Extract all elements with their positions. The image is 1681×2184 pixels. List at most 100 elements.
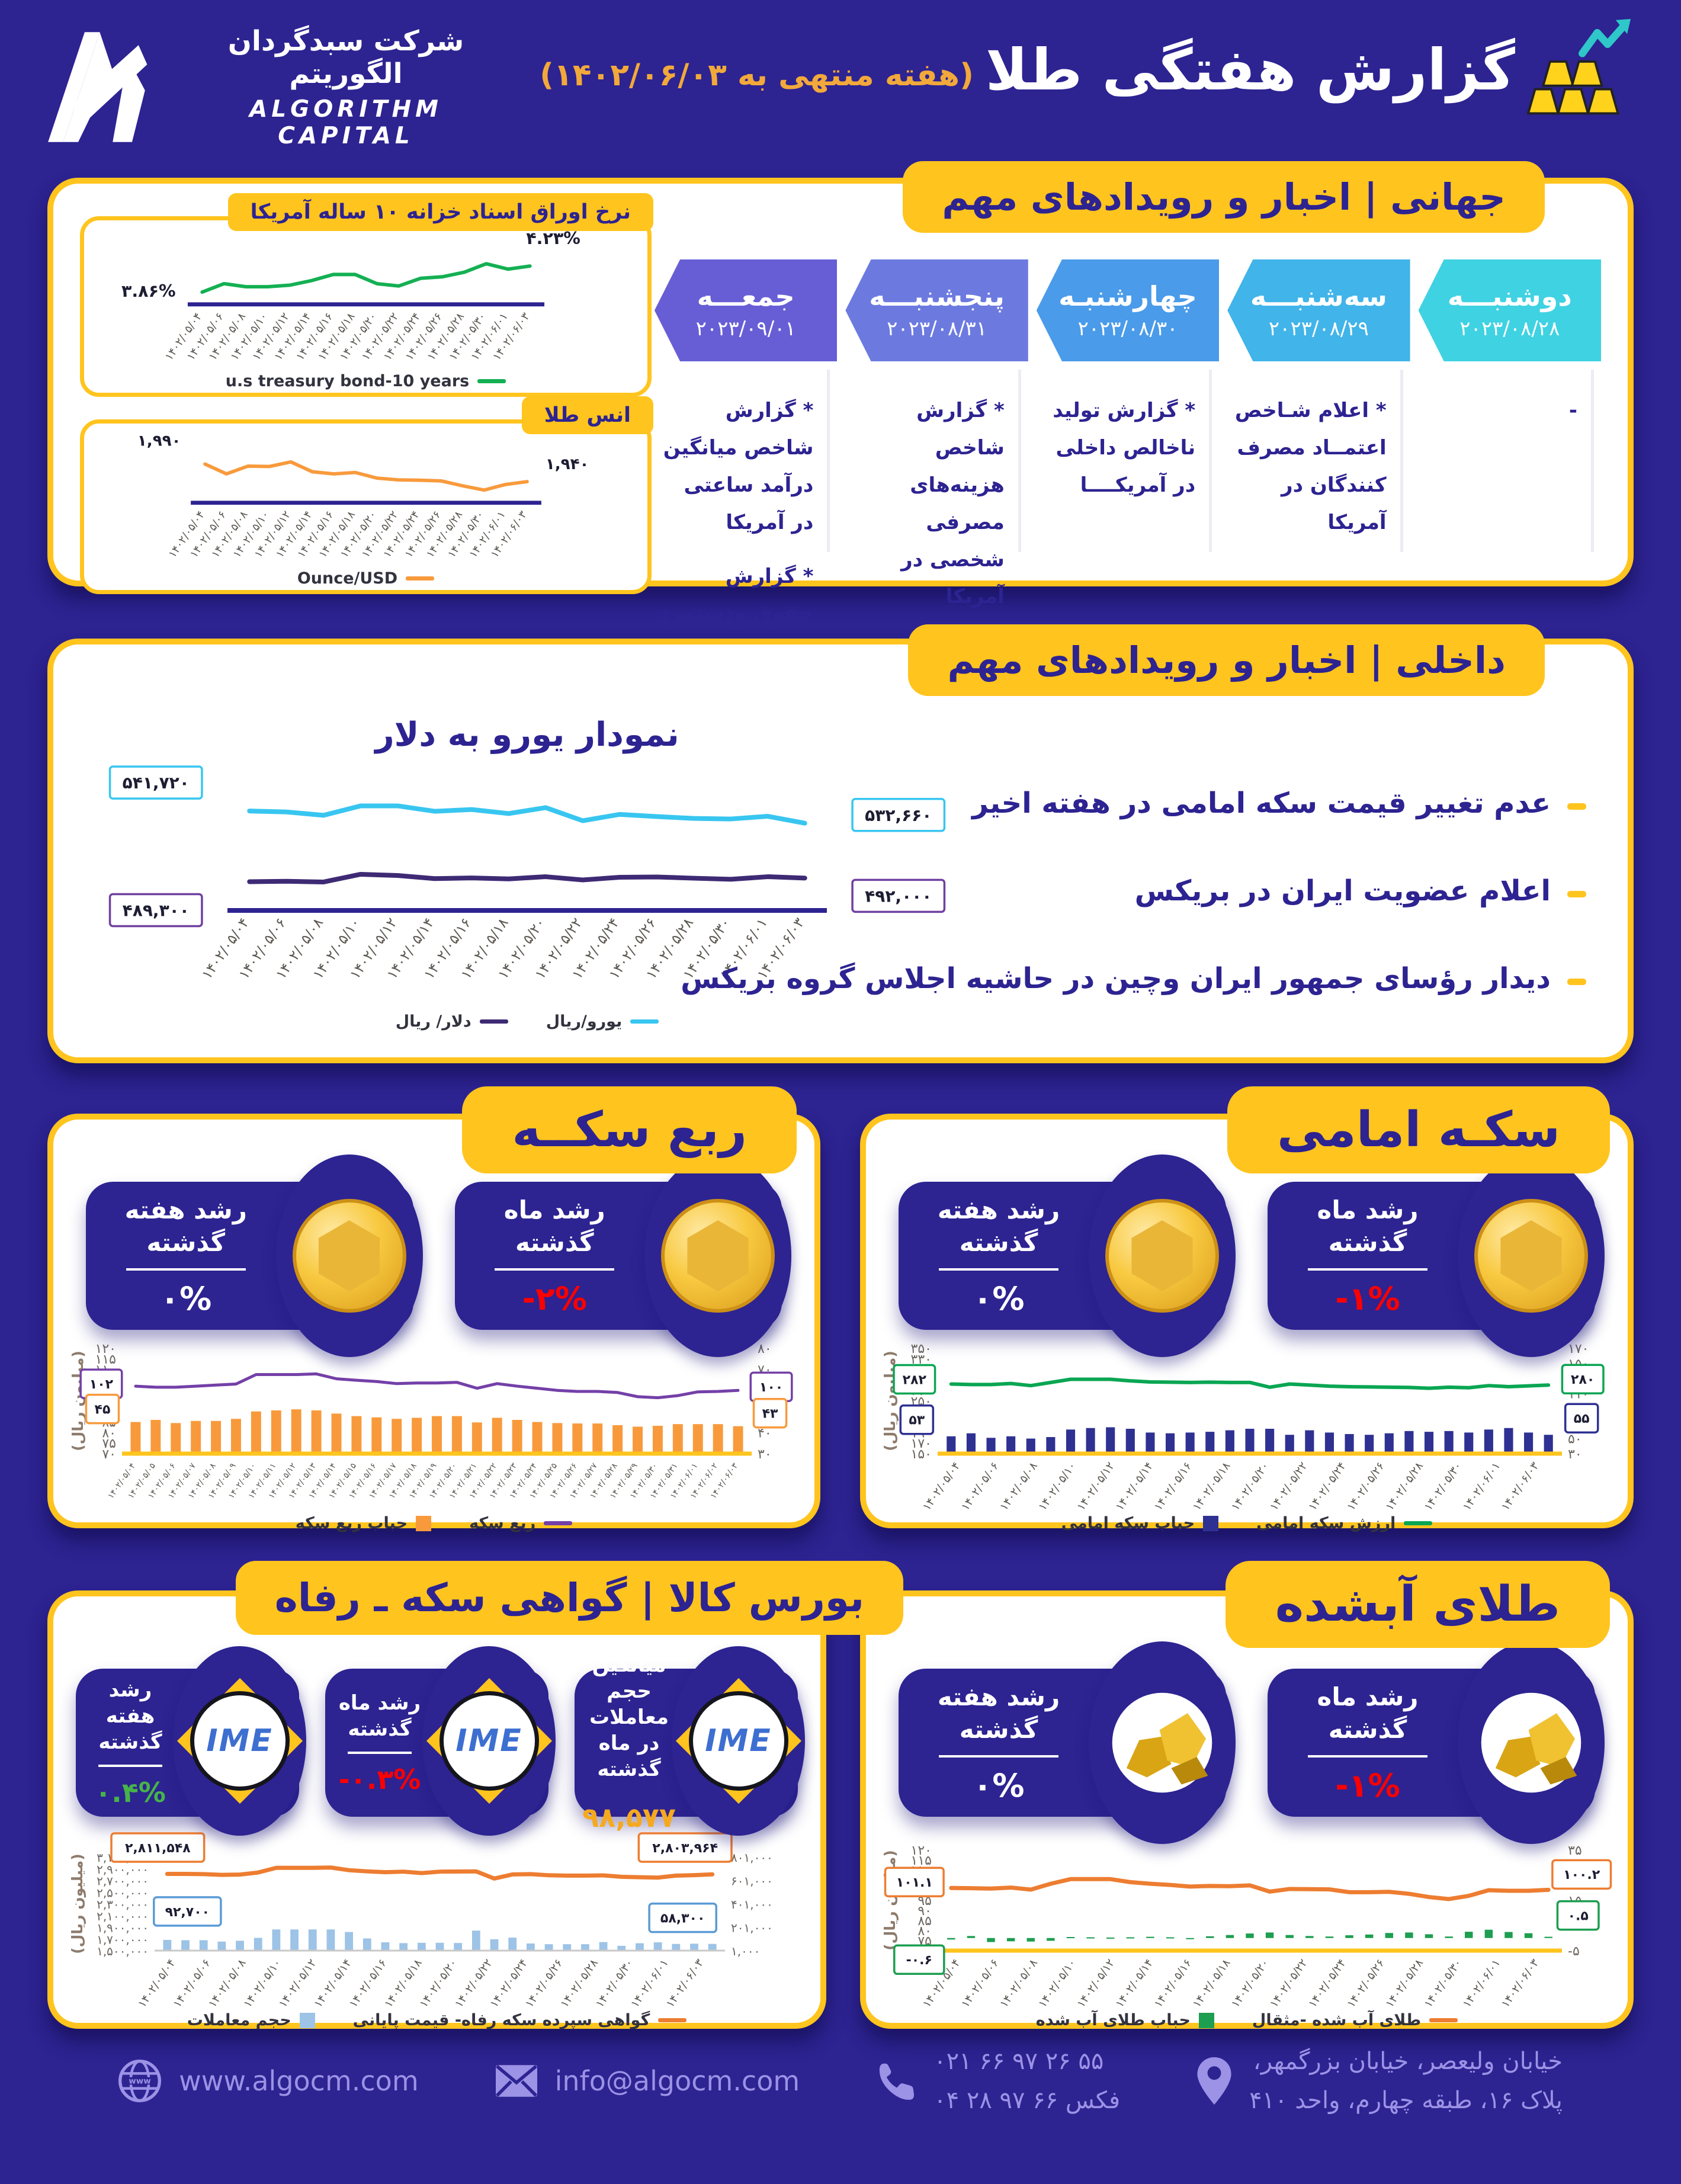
- commodity-exchange-section: بورس کالا | گواهی سکه ـ رفاه IME میانگین …: [47, 1561, 903, 2029]
- svg-text:۱۴۰۲/۰۵/۱۶: ۱۴۰۲/۰۵/۱۶: [1151, 1957, 1194, 2009]
- legend-item: دلار/ ریال: [396, 1012, 508, 1031]
- svg-text:۹۲,۷۰۰: ۹۲,۷۰۰: [165, 1905, 210, 1920]
- stat-divider: [495, 1268, 615, 1271]
- quarter-chart: ۷۰۷۵۸۰۸۵۹۰۹۵۱۰۰۱۰۵۱۱۰۱۱۵۱۲۰۳۰۴۰۵۰۶۰۷۰۸۰(…: [69, 1340, 799, 1532]
- legend-swatch: [1203, 1515, 1219, 1531]
- timeline-day-column: جمعـــه ۲۰۲۳/۰۹/۰۱ * گزارش شاخص میانگین در…: [654, 259, 838, 774]
- svg-text:۲,۵۰۰,۰۰۰: ۲,۵۰۰,۰۰۰: [97, 1885, 149, 1900]
- svg-text:۱۴۰۲/۰۵/۱۸: ۱۴۰۲/۰۵/۱۸: [1190, 1460, 1233, 1512]
- bourse-legend: حجم معاملات گواهی سپرده سکه رفاه- قیمت پا…: [187, 2011, 687, 2029]
- section-pill-commodity-exchange: بورس کالا | گواهی سکه ـ رفاه: [235, 1561, 903, 1635]
- bullet-text: عدم تغییر قیمت سکه امامی در هفته اخیر: [972, 787, 1551, 820]
- stat-divider: [938, 1268, 1059, 1271]
- stat-card: رشد هفته گذشته ۰%: [899, 1641, 1236, 1844]
- svg-text:۱۴۰۲/۰۶/۰۱: ۱۴۰۲/۰۶/۰۱: [1460, 1957, 1503, 2009]
- stat-label: رشد ماه گذشته: [1317, 1195, 1419, 1257]
- global-news-section: جهانی | اخبار و رویدادهای مهم نرخ اوراق …: [47, 161, 1634, 774]
- legend-label: دلار/ ریال: [395, 1012, 471, 1031]
- logo-mark: [48, 32, 147, 142]
- day-news-list: * گزارش تولید ناخالص داخلی در آمریکــــا: [1037, 361, 1219, 504]
- timeline-rail: [1209, 370, 1212, 552]
- quarter-coin-section: ربع سکــه رشد ماه گذشته -۲% رشد هفته گذشته…: [47, 1086, 820, 1532]
- euro-chart: ۱۴۰۲/۰۵/۰۴ ۱۴۰۲/۰۵/۰۶ ۱۴۰۲/۰۵/۰۸ ۱۴۰۲/۰۵/۱۰…: [83, 756, 971, 1031]
- legend-label: u.s treasury bond-10 years: [225, 372, 470, 390]
- melted-gold-stats: رشد ماه گذشته -۱% رشد هفته گذشته ۰%: [899, 1641, 1605, 1844]
- svg-text:(میلیون ریال): (میلیون ریال): [881, 1850, 899, 1951]
- legend-label: یورو/ریال: [546, 1012, 623, 1031]
- stat-body: رشد ماه گذشته -۱%: [1268, 1669, 1595, 1817]
- imami-coin-section: سکـه امامی رشد ماه گذشته -۱% رشد هفته گذشت…: [860, 1086, 1634, 1532]
- stat-body: رشد هفته گذشته ۰%: [86, 1182, 413, 1330]
- bullet-item: عدم تغییر قیمت سکه امامی در هفته اخیر: [615, 787, 1586, 820]
- stat-label: رشد ماه گذشته: [503, 1195, 605, 1257]
- stat-icon: [1458, 1641, 1605, 1844]
- svg-text:۱۰۱.۱: ۱۰۱.۱: [896, 1875, 933, 1890]
- svg-text:۸۵: ۸۵: [918, 1914, 932, 1929]
- news-item: -: [1568, 399, 1577, 422]
- svg-text:۱۴۰۲/۰۵/۱۶: ۱۴۰۲/۰۵/۱۶: [1151, 1460, 1194, 1512]
- quarter-legend: حباب ربع سکه ربع سکه: [296, 1514, 573, 1532]
- timeline-day-column: سه‌شنبـــه ۲۰۲۳/۰۸/۲۹ * اعلام شـاخص اعتمــ…: [1227, 259, 1410, 569]
- legend-item: حباب طلای آب شده: [1036, 2011, 1214, 2029]
- svg-text:۳۵۰: ۳۵۰: [911, 1342, 932, 1356]
- euro-dollar-chart-title: نمودار یورو به دلار: [375, 716, 679, 754]
- svg-text:۱۴۰۲/۰۶/۰۳: ۱۴۰۲/۰۶/۰۳: [1499, 1957, 1541, 2009]
- legend-label: گواهی سپرده سکه رفاه- قیمت پایانی: [352, 2011, 650, 2029]
- svg-text:۱۴۰۲/۰۵/۳۰: ۱۴۰۲/۰۵/۳۰: [1422, 1460, 1464, 1512]
- svg-text:۱۱۵: ۱۱۵: [911, 1853, 932, 1868]
- bullet-item: دیدار رؤسای جمهور ایران وچین در حاشیه اج…: [615, 962, 1586, 995]
- day-date: ۲۰۲۳/۰۸/۲۸: [1459, 317, 1560, 341]
- gold-coin-icon: [1474, 1199, 1588, 1313]
- legend-label: حباب طلای آب شده: [1035, 2011, 1191, 2029]
- svg-text:-۰.۶: -۰.۶: [906, 1953, 932, 1968]
- legend-label: حجم معاملات: [187, 2011, 291, 2029]
- stat-divider: [1307, 1268, 1428, 1271]
- svg-text:۱,۰۰۰: ۱,۰۰۰: [731, 1944, 760, 1958]
- svg-text:۱۵۰: ۱۵۰: [911, 1447, 932, 1462]
- day-news-list: -: [1419, 361, 1601, 429]
- svg-text:۸۰۱,۰۰۰: ۸۰۱,۰۰۰: [731, 1851, 773, 1865]
- day-date: ۲۰۲۳/۰۸/۳۱: [887, 317, 987, 341]
- stat-label: رشد هفته گذشته: [124, 1195, 247, 1257]
- stat-icon: [1089, 1154, 1236, 1357]
- address: خیابان ولیعصر، خیابان بزرگمهر، پلاک ۱۶، …: [1197, 2047, 1563, 2115]
- svg-text:۱۷۰: ۱۷۰: [911, 1436, 932, 1451]
- stat-card: رشد ماه گذشته -۱%: [1268, 1641, 1605, 1844]
- treasury-chart-card: نرخ اوراق اسناد خزانه ۱۰ ساله آمریکا ۱۴۰…: [80, 193, 653, 397]
- svg-text:۱۴۰۲/۰۵/۰۸: ۱۴۰۲/۰۵/۰۸: [997, 1957, 1040, 2009]
- timeline-rail: [1591, 370, 1594, 552]
- svg-text:۱۴۰۲/۰۵/۲۴: ۱۴۰۲/۰۵/۲۴: [1306, 1957, 1349, 2009]
- euro-dollar-chart-block: نمودار یورو به دلار ۱۴۰۲/۰۵/۰۴ ۱۴۰۲/۰۵/۰۶…: [83, 716, 971, 1031]
- logo-company-name-en: ALGORITHM CAPITAL: [249, 96, 442, 149]
- svg-text:۱۴۰۲/۰۶/۰۱: ۱۴۰۲/۰۶/۰۱: [1460, 1460, 1503, 1512]
- legend-swatch: [479, 1019, 508, 1024]
- legend-item: طلای آب شده -مثقال: [1252, 2011, 1458, 2029]
- melted-gold-section: طلای آبشده رشد ماه گذشته -۱% رشد هفته گذشت…: [860, 1561, 1634, 2029]
- logo-text: شرکت سبدگردان الگوریتم ALGORITHM CAPITAL: [186, 25, 506, 149]
- svg-text:۱۴۰۲/۰۵/۲۶: ۱۴۰۲/۰۵/۲۶: [1345, 1957, 1387, 2009]
- bourse-chart: ۱,۵۰۰,۰۰۰ ۱,۷۰۰,۰۰۰ ۱,۹۰۰,۰۰۰ ۲,۱۰۰,۰۰۰ ۲,۳۰…: [68, 1832, 806, 2029]
- svg-text:۱۴۰۲/۰۵/۲۴: ۱۴۰۲/۰۵/۲۴: [1306, 1460, 1349, 1512]
- stat-body: رشد ماه گذشته -۲%: [455, 1182, 782, 1330]
- bullet-marker: [1567, 979, 1586, 985]
- stat-label: رشد ماه گذشته: [1317, 1682, 1419, 1744]
- day-name: سه‌شنبـــه: [1250, 280, 1387, 312]
- gold-ounce-chart-label: انس طلا: [521, 396, 653, 434]
- svg-text:۱۴۰۲/۰۵/۰۴: ۱۴۰۲/۰۵/۰۴: [920, 1460, 963, 1512]
- stat-card: IME میانگین حجم معاملات در ماه گذشته ۹۸,۵۷…: [575, 1646, 805, 1836]
- legend-label: Ounce/USD: [297, 569, 398, 588]
- section-pill-melted-gold: طلای آبشده: [1225, 1561, 1610, 1648]
- melted-legend: حباب طلای آب شده طلای آب شده -مثقال: [1036, 2011, 1458, 2029]
- stat-card: IME رشد هفته گذشته ۰.۴%: [76, 1646, 306, 1836]
- week-timeline: دوشنبـــه ۲۰۲۳/۰۸/۲۸ - سه‌شنبـــه ۲۰۲۳/۰۸/۲۹…: [654, 259, 1601, 774]
- svg-text:۱۰۲: ۱۰۲: [89, 1377, 114, 1392]
- stat-value: ۰%: [973, 1767, 1025, 1805]
- svg-text:۱,۵۰۰,۰۰۰: ۱,۵۰۰,۰۰۰: [97, 1944, 149, 1958]
- svg-text:۱۴۰۲/۰۵/۰۶: ۱۴۰۲/۰۵/۰۶: [959, 1957, 1002, 2009]
- svg-text:۱۴۰۲/۰۵/۱۲: ۱۴۰۲/۰۵/۱۲: [1074, 1957, 1117, 2009]
- legend-swatch: [1429, 2018, 1458, 2022]
- svg-text:۵۵: ۵۵: [1574, 1412, 1590, 1426]
- svg-text:۱۴۰۲/۰۵/۱۴: ۱۴۰۲/۰۵/۱۴: [1113, 1460, 1156, 1512]
- svg-text:۱۴۰۲/۰۶/۰۳: ۱۴۰۲/۰۶/۰۳: [1499, 1460, 1541, 1512]
- svg-text:۱۱۵: ۱۱۵: [95, 1352, 116, 1367]
